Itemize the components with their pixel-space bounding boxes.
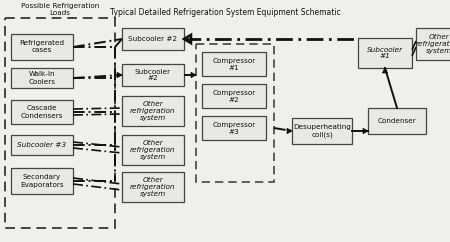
Bar [122,28,184,50]
Polygon shape [382,68,388,73]
Polygon shape [117,72,122,78]
Text: Compressor
#3: Compressor #3 [212,121,256,135]
Text: Other
refrigeration
system: Other refrigeration system [130,177,176,197]
Bar [11,168,73,194]
Text: Desuperheating
coil(s): Desuperheating coil(s) [293,124,351,138]
Bar [292,118,352,144]
Polygon shape [363,128,368,134]
Bar [11,135,73,155]
Text: Walk-In
Coolers: Walk-In Coolers [28,71,55,84]
Bar [202,84,266,108]
Bar [11,68,73,88]
Text: Other
refrigeration
system: Other refrigeration system [130,140,176,160]
Text: Subcooler
#1: Subcooler #1 [367,46,403,60]
Text: Other
refrigeration
system: Other refrigeration system [130,101,176,121]
Text: Subcooler
#2: Subcooler #2 [135,68,171,82]
Bar [368,108,426,134]
Text: Subcooler #3: Subcooler #3 [18,142,67,148]
Text: Compressor
#2: Compressor #2 [212,90,256,103]
Text: Cascade
Condensers: Cascade Condensers [21,106,63,119]
Text: Compressor
#1: Compressor #1 [212,58,256,70]
Bar [202,116,266,140]
Bar [5,18,115,228]
Bar [11,100,73,124]
Text: Secondary
Evaporators: Secondary Evaporators [20,174,64,188]
Bar [122,64,184,86]
Text: Condenser: Condenser [378,118,416,124]
Bar [11,34,73,60]
Polygon shape [287,128,292,134]
Text: Possible Refrigeration
Loads: Possible Refrigeration Loads [21,3,99,16]
Polygon shape [191,72,196,78]
Bar [416,28,450,60]
Bar [358,38,412,68]
Text: Subcooler #2: Subcooler #2 [128,36,178,42]
Text: Other
refrigeration
system: Other refrigeration system [416,34,450,54]
Text: Refrigerated
cases: Refrigerated cases [19,40,64,53]
Text: Typical Detailed Refrigeration System Equipment Schematic: Typical Detailed Refrigeration System Eq… [110,8,340,17]
Bar [122,172,184,202]
Bar [202,52,266,76]
Bar [122,96,184,126]
Bar [122,135,184,165]
Bar [196,44,274,182]
